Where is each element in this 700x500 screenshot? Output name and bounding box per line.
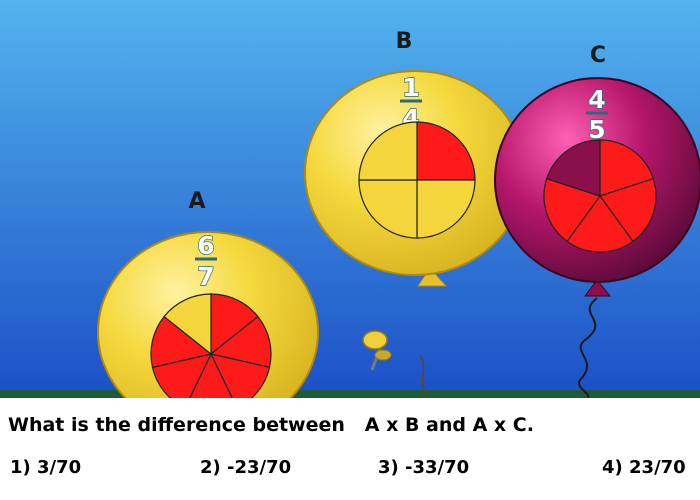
- balloon-a-fraction-pie: [150, 293, 272, 398]
- a-pie-slice: [189, 352, 233, 398]
- ground-strip: [0, 390, 700, 398]
- c-pie-slice: [545, 139, 601, 197]
- a-pie-slice: [209, 315, 272, 369]
- balloon-c-denominator: 5: [588, 115, 605, 144]
- answer-option-4[interactable]: 4) 23/70: [602, 457, 686, 478]
- question-text: What is the difference between A x B and…: [8, 414, 534, 436]
- c-pie-slice: [599, 177, 657, 243]
- b-pie-slice: [358, 121, 418, 181]
- balloon-c[interactable]: C 4 5: [494, 43, 700, 398]
- b-pie-slice: [416, 121, 476, 181]
- answer-option-1[interactable]: 1) 3/70: [10, 457, 82, 478]
- c-pie-slice: [543, 177, 601, 243]
- balloon-c-fraction-pie: [543, 139, 657, 253]
- a-pie-slice: [210, 293, 259, 356]
- answer-option-2[interactable]: 2) -23/70: [200, 457, 292, 478]
- balloon-b-numerator: 1: [402, 73, 419, 102]
- balloon-a-label: A: [188, 189, 205, 214]
- balloon-b[interactable]: B 1 4: [304, 29, 526, 396]
- a-pie-slice: [151, 353, 213, 398]
- balloon-a[interactable]: A 6 7: [97, 189, 319, 398]
- balloon-b-fraction-pie: [358, 121, 476, 239]
- a-pie-slice: [209, 353, 271, 398]
- a-pie-slice: [150, 315, 213, 369]
- answer-option-3[interactable]: 3) -33/70: [378, 457, 470, 478]
- balloon-c-label: C: [590, 43, 606, 68]
- c-pie-slice: [599, 139, 655, 197]
- balloon-c-numerator: 4: [588, 85, 605, 114]
- balloon-scene: A 6 7 B 1 4 C 4 5: [0, 0, 700, 398]
- b-pie-slice: [416, 179, 476, 239]
- c-pie-slice: [566, 194, 634, 253]
- a-pie-slice: [163, 293, 212, 356]
- pushpin-icon: [362, 330, 392, 371]
- balloon-a-numerator: 6: [197, 231, 214, 260]
- b-pie-slice: [358, 179, 418, 239]
- balloon-a-denominator: 7: [197, 262, 214, 291]
- balloon-b-label: B: [396, 29, 413, 54]
